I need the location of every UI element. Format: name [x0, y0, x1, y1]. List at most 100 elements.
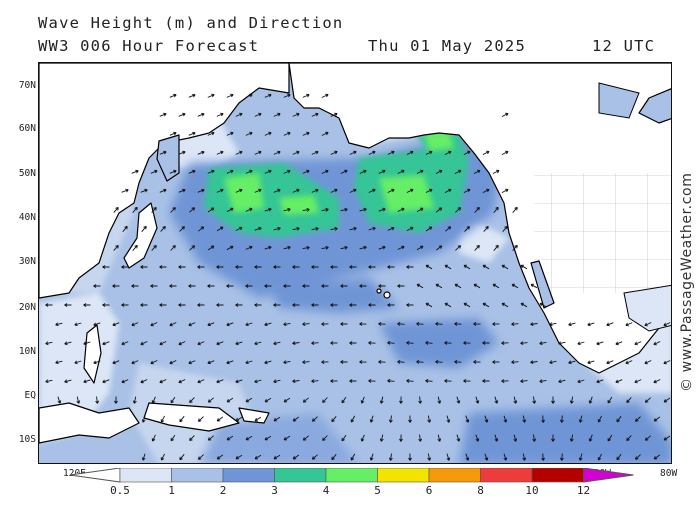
wave-arrow: [493, 206, 499, 213]
wave-arrow: [74, 322, 82, 327]
wave-arrow: [169, 284, 177, 288]
wave-arrow: [368, 150, 376, 155]
wave-arrow: [159, 150, 167, 155]
wave-arrow: [207, 131, 215, 136]
wave-arrow: [216, 454, 224, 460]
wave-arrow: [456, 434, 461, 442]
wave-arrow: [74, 360, 82, 365]
wave-arrow: [160, 415, 165, 423]
wave-arrow: [597, 453, 602, 461]
wave-arrow: [140, 188, 148, 193]
wave-arrow: [406, 150, 414, 155]
wave-arrow: [501, 264, 509, 270]
wave-arrow: [368, 226, 376, 231]
wave-arrow: [484, 415, 489, 423]
wave-arrow: [596, 341, 604, 346]
wave-arrow: [435, 283, 443, 289]
wave-arrow: [425, 226, 433, 232]
wave-arrow: [360, 434, 365, 442]
wave-arrow: [112, 284, 120, 288]
wave-height-map: [38, 62, 672, 464]
wave-arrow: [169, 322, 177, 327]
legend-label: 3: [271, 484, 278, 497]
wave-arrow: [569, 434, 574, 442]
wave-arrow: [302, 169, 310, 174]
wave-arrow: [406, 188, 414, 193]
latitude-label: 10S: [18, 434, 36, 445]
wave-arrow: [292, 341, 300, 346]
wave-arrow: [541, 453, 546, 461]
wave-arrow: [273, 226, 281, 231]
wave-arrow: [397, 245, 405, 250]
wave-arrow: [179, 415, 185, 423]
wave-arrow: [644, 397, 651, 403]
wave-arrow: [159, 303, 167, 307]
wave-arrow: [408, 453, 412, 461]
wave-arrow: [169, 131, 177, 136]
wave-arrow: [207, 245, 215, 251]
wave-arrow: [427, 453, 432, 461]
wave-arrow: [359, 207, 367, 212]
wave-arrow: [512, 206, 518, 213]
wave-arrow: [207, 169, 215, 174]
wave-arrow: [216, 341, 224, 346]
wave-arrow: [302, 322, 310, 327]
wave-arrow: [226, 322, 234, 327]
wave-arrow: [93, 284, 101, 288]
wave-arrow: [254, 112, 262, 117]
wave-arrow: [474, 206, 480, 213]
wave-arrow: [198, 226, 205, 232]
wave-arrow: [302, 207, 310, 212]
forecast-date: Thu 01 May 2025: [368, 37, 526, 55]
wave-arrow: [264, 169, 272, 174]
wave-arrow: [350, 415, 356, 423]
wave-arrow: [112, 322, 120, 327]
wave-arrow: [532, 396, 537, 404]
wave-arrow: [102, 379, 110, 384]
wave-arrow: [216, 303, 224, 307]
wave-arrow: [216, 150, 224, 155]
wave-arrow: [513, 434, 518, 442]
wave-arrow: [207, 207, 215, 213]
wave-arrow: [388, 415, 393, 423]
wave-arrow: [397, 321, 405, 326]
wave-arrow: [150, 322, 158, 327]
wave-arrow: [435, 169, 443, 174]
longitude-label: 80W: [660, 468, 678, 479]
wave-arrow: [131, 169, 139, 174]
wave-arrow: [437, 396, 442, 404]
wave-arrow: [302, 131, 310, 136]
wave-arrow: [378, 360, 386, 364]
wave-arrow: [311, 454, 318, 460]
watermark: © www.PassageWeather.com: [675, 160, 697, 400]
wave-arrow: [189, 435, 195, 442]
wave-arrow: [140, 303, 148, 307]
wave-arrow: [330, 188, 338, 193]
legend-swatch: [531, 467, 584, 483]
wave-arrow: [273, 416, 281, 422]
wave-arrow: [558, 341, 566, 346]
wave-arrow: [207, 360, 215, 365]
wave-arrow: [235, 265, 243, 269]
wave-arrow: [226, 169, 234, 174]
wave-arrow: [273, 265, 281, 269]
wave-arrow: [644, 435, 651, 441]
wave-arrow: [349, 150, 357, 155]
wave-arrow: [387, 188, 395, 193]
wave-arrow: [170, 207, 176, 213]
wave-arrow: [484, 453, 489, 461]
wave-arrow: [235, 454, 243, 460]
wave-arrow: [321, 169, 329, 174]
wave-arrow: [397, 169, 405, 174]
wave-arrow: [587, 360, 595, 365]
wave-arrow: [446, 453, 451, 461]
wave-arrow: [160, 225, 166, 232]
legend-swatch: [222, 467, 275, 483]
wave-arrow: [634, 379, 642, 384]
wave-arrow: [387, 303, 395, 307]
wave-arrow: [302, 435, 309, 441]
wave-arrow: [169, 93, 177, 98]
wave-arrow: [235, 226, 243, 231]
wave-arrow: [455, 207, 462, 213]
wave-arrow: [644, 360, 652, 365]
